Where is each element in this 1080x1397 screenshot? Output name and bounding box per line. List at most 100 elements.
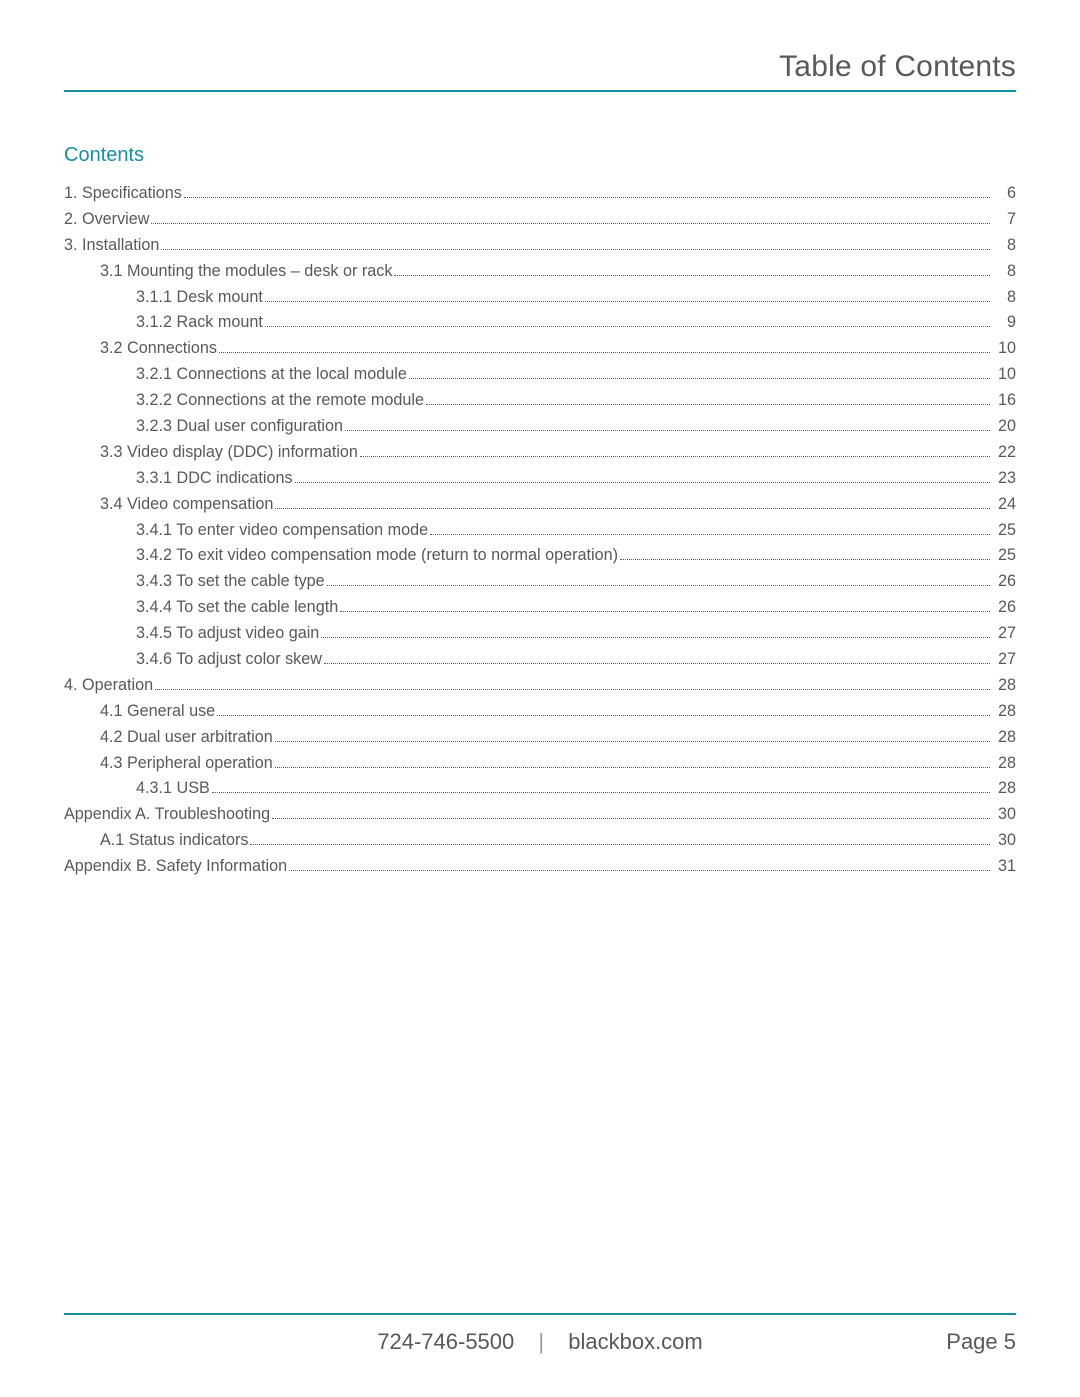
- toc-entry-page: 24: [994, 496, 1016, 512]
- toc-leader-dots: [219, 344, 990, 354]
- toc-entry[interactable]: 3.3.1 DDC indications 23: [64, 470, 1016, 486]
- document-page: Table of Contents Contents 1. Specificat…: [0, 0, 1080, 1397]
- toc-entry-label: 3.4.2 To exit video compensation mode (r…: [136, 547, 618, 563]
- toc-entry-label: 3.2.2 Connections at the remote module: [136, 392, 424, 408]
- toc-leader-dots: [340, 603, 990, 613]
- toc-entry-page: 28: [994, 755, 1016, 771]
- toc-entry-page: 27: [994, 651, 1016, 667]
- toc-entry[interactable]: 3. Installation 8: [64, 237, 1016, 253]
- toc-entry[interactable]: 3.1.1 Desk mount 8: [64, 289, 1016, 305]
- toc-entry[interactable]: 1. Specifications 6: [64, 185, 1016, 201]
- toc-entry[interactable]: 4.1 General use28: [64, 703, 1016, 719]
- toc-entry-label: 2. Overview: [64, 211, 149, 227]
- toc-leader-dots: [289, 861, 990, 871]
- toc-entry-label: 4.3.1 USB: [136, 780, 210, 796]
- toc-entry-label: 3.2 Connections: [100, 340, 217, 356]
- toc-entry[interactable]: 4. Operation 28: [64, 677, 1016, 693]
- toc-entry-label: 3. Installation: [64, 237, 159, 253]
- toc-entry[interactable]: 3.1.2 Rack mount9: [64, 314, 1016, 330]
- page-header-title: Table of Contents: [64, 50, 1016, 92]
- toc-leader-dots: [426, 395, 990, 405]
- toc-entry-label: 3.4.4 To set the cable length: [136, 599, 338, 615]
- toc-entry-label: 3.1.2 Rack mount: [136, 314, 263, 330]
- section-title-contents: Contents: [64, 144, 1016, 167]
- footer-line: 724-746-5500 | blackbox.com Page 5: [64, 1329, 1016, 1355]
- toc-entry-label: 3.4.3 To set the cable type: [136, 573, 325, 589]
- toc-entry[interactable]: A.1 Status indicators30: [64, 832, 1016, 848]
- toc-leader-dots: [327, 577, 990, 587]
- toc-entry-page: 8: [994, 263, 1016, 279]
- toc-entry-page: 26: [994, 599, 1016, 615]
- toc-leader-dots: [184, 188, 990, 198]
- toc-leader-dots: [161, 240, 990, 250]
- toc-entry-page: 23: [994, 470, 1016, 486]
- toc-leader-dots: [217, 706, 990, 716]
- toc-entry[interactable]: Appendix A. Troubleshooting 30: [64, 806, 1016, 822]
- toc-entry-page: 16: [994, 392, 1016, 408]
- toc-leader-dots: [394, 266, 990, 276]
- toc-entry-label: 3.4 Video compensation: [100, 496, 273, 512]
- toc-entry[interactable]: 3.4.4 To set the cable length 26: [64, 599, 1016, 615]
- toc-entry-label: 4.3 Peripheral operation: [100, 755, 273, 771]
- toc-entry-label: 3.1 Mounting the modules – desk or rack: [100, 263, 392, 279]
- toc-entry-page: 28: [994, 780, 1016, 796]
- table-of-contents: 1. Specifications 6 2. Overview 7 3. Install…: [64, 185, 1016, 874]
- toc-leader-dots: [409, 370, 990, 380]
- toc-entry[interactable]: 2. Overview 7: [64, 211, 1016, 227]
- toc-entry-page: 27: [994, 625, 1016, 641]
- toc-leader-dots: [265, 318, 990, 328]
- toc-entry-label: 3.3 Video display (DDC) information: [100, 444, 358, 460]
- toc-leader-dots: [345, 421, 990, 431]
- toc-entry[interactable]: 3.4.1 To enter video compensation mode25: [64, 522, 1016, 538]
- toc-leader-dots: [275, 732, 990, 742]
- toc-entry[interactable]: Appendix B. Safety Information31: [64, 858, 1016, 874]
- page-footer: 724-746-5500 | blackbox.com Page 5: [64, 1313, 1016, 1355]
- toc-entry[interactable]: 4.3.1 USB 28: [64, 780, 1016, 796]
- toc-leader-dots: [295, 473, 990, 483]
- toc-entry-label: 4. Operation: [64, 677, 153, 693]
- toc-entry-page: 28: [994, 703, 1016, 719]
- toc-entry-page: 8: [994, 289, 1016, 305]
- toc-entry[interactable]: 3.2 Connections10: [64, 340, 1016, 356]
- toc-leader-dots: [324, 654, 990, 664]
- toc-entry[interactable]: 3.2.1 Connections at the local module 10: [64, 366, 1016, 382]
- toc-leader-dots: [620, 551, 990, 561]
- toc-entry[interactable]: 3.2.3 Dual user configuration 20: [64, 418, 1016, 434]
- toc-entry-label: 3.4.6 To adjust color skew: [136, 651, 322, 667]
- toc-entry[interactable]: 4.3 Peripheral operation 28: [64, 755, 1016, 771]
- toc-entry[interactable]: 3.3 Video display (DDC) information 22: [64, 444, 1016, 460]
- toc-entry[interactable]: 3.2.2 Connections at the remote module 16: [64, 392, 1016, 408]
- toc-entry-page: 7: [994, 211, 1016, 227]
- toc-entry[interactable]: 3.4.5 To adjust video gain27: [64, 625, 1016, 641]
- toc-entry[interactable]: 3.1 Mounting the modules – desk or rack 8: [64, 263, 1016, 279]
- toc-entry-page: 28: [994, 729, 1016, 745]
- toc-entry-label: 1. Specifications: [64, 185, 182, 201]
- toc-entry-page: 30: [994, 806, 1016, 822]
- toc-entry[interactable]: 3.4 Video compensation 24: [64, 496, 1016, 512]
- toc-entry[interactable]: 3.4.3 To set the cable type 26: [64, 573, 1016, 589]
- toc-leader-dots: [250, 836, 990, 846]
- toc-entry-page: 26: [994, 573, 1016, 589]
- toc-entry-page: 22: [994, 444, 1016, 460]
- toc-entry[interactable]: 3.4.2 To exit video compensation mode (r…: [64, 547, 1016, 563]
- toc-entry-label: 3.2.3 Dual user configuration: [136, 418, 343, 434]
- toc-entry-page: 20: [994, 418, 1016, 434]
- toc-leader-dots: [151, 214, 990, 224]
- toc-entry-label: 3.2.1 Connections at the local module: [136, 366, 407, 382]
- toc-entry-label: 4.2 Dual user arbitration: [100, 729, 273, 745]
- toc-entry[interactable]: 4.2 Dual user arbitration 28: [64, 729, 1016, 745]
- toc-entry[interactable]: 3.4.6 To adjust color skew 27: [64, 651, 1016, 667]
- toc-entry-page: 25: [994, 547, 1016, 563]
- toc-entry-page: 8: [994, 237, 1016, 253]
- toc-leader-dots: [212, 784, 990, 794]
- toc-entry-page: 31: [994, 858, 1016, 874]
- toc-entry-page: 6: [994, 185, 1016, 201]
- toc-entry-label: Appendix A. Troubleshooting: [64, 806, 270, 822]
- toc-leader-dots: [275, 758, 990, 768]
- toc-leader-dots: [430, 525, 990, 535]
- toc-entry-label: 3.3.1 DDC indications: [136, 470, 293, 486]
- toc-entry-label: 3.1.1 Desk mount: [136, 289, 263, 305]
- toc-entry-page: 10: [994, 366, 1016, 382]
- toc-leader-dots: [275, 499, 990, 509]
- toc-entry-page: 28: [994, 677, 1016, 693]
